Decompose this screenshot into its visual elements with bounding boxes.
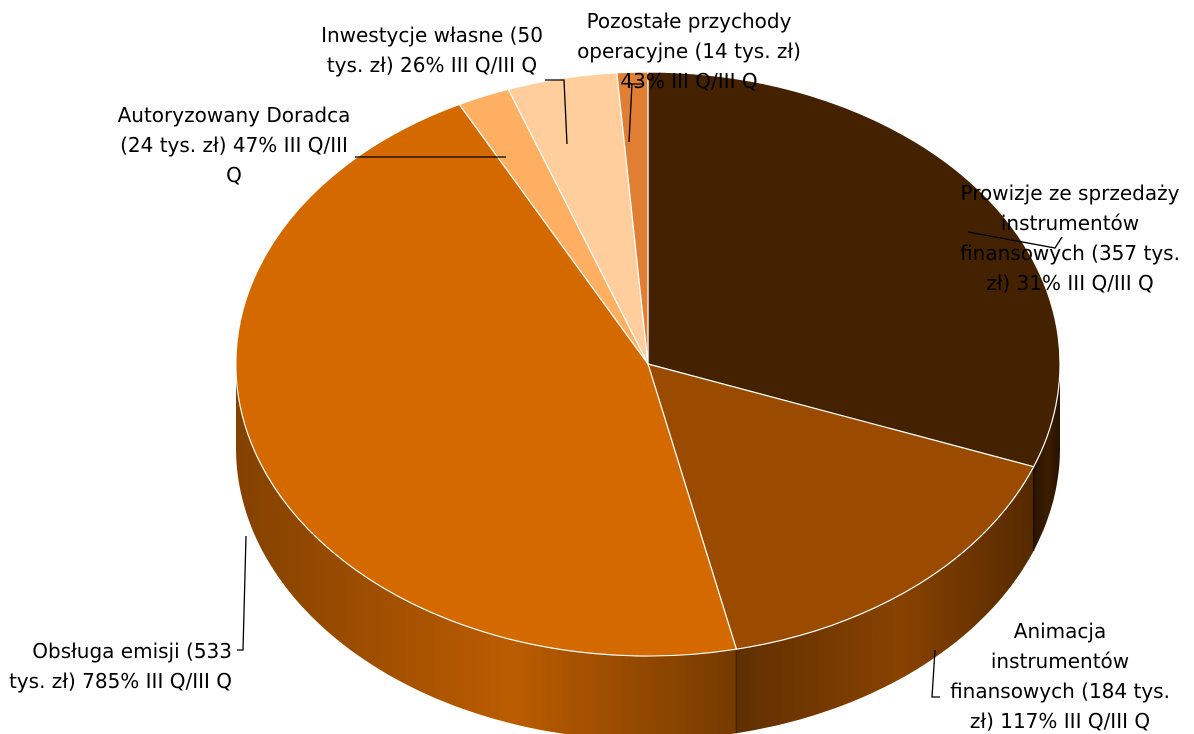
pie-slice-2 — [235, 103, 737, 657]
slice-label-line: Autoryzowany Doradca — [118, 103, 351, 127]
slice-label-line: Animacja — [1014, 619, 1106, 643]
leader-line-5 — [628, 83, 642, 143]
leader-line-4 — [545, 79, 568, 145]
leader-line-0 — [967, 231, 1063, 249]
slice-label-4: Inwestycje własne (50 tys. zł) 26% III Q/… — [321, 23, 543, 77]
slice-label-line: zł) 117% III Q/III Q — [970, 709, 1150, 733]
slice-label-line: zł) 31% III Q/III Q — [986, 271, 1153, 295]
slice-label-line: Q — [226, 163, 242, 187]
leader-line-1 — [931, 649, 940, 698]
pie-side-layer — [236, 364, 1060, 734]
slice-label-0: Prowizje ze sprzedaży instrumentów finanso… — [960, 181, 1180, 295]
slice-label-line: tys. zł) 785% III Q/III Q — [9, 669, 232, 693]
slice-label-line: Obsługa emisji (533 — [32, 639, 232, 663]
slice-label-line: tys. zł) 26% III Q/III Q — [327, 53, 537, 77]
slice-label-line: operacyjne (14 tys. zł) — [577, 39, 801, 63]
leader-line-2 — [237, 535, 247, 651]
pie-slice-0 — [647, 71, 1061, 468]
pie-slice-5 — [616, 71, 649, 365]
slice-label-5: Pozostałe przychody operacyjne (14 tys. z… — [577, 9, 801, 93]
pie-slice-side-2 — [236, 364, 737, 734]
slice-label-line: finansowych (357 tys. — [960, 241, 1180, 265]
slice-label-2: Obsługa emisji (533 tys. zł) 785% III Q/I… — [9, 639, 232, 693]
slice-label-line: Prowizje ze sprzedaży — [961, 181, 1180, 205]
slice-label-line: instrumentów — [1001, 211, 1139, 235]
slice-labels: Prowizje ze sprzedaży instrumentów finanso… — [9, 9, 1180, 733]
slice-label-line: (24 tys. zł) 47% III Q/III — [120, 133, 348, 157]
pie-top-layer — [235, 71, 1061, 657]
slice-label-line: finansowych (184 tys. — [950, 679, 1170, 703]
pie-slice-1 — [647, 363, 1035, 650]
pie-slice-side-0 — [1033, 364, 1060, 551]
slice-label-line: 43% III Q/III Q — [620, 69, 757, 93]
slice-label-line: instrumentów — [991, 649, 1129, 673]
slice-label-line: Pozostałe przychody — [587, 9, 792, 33]
slice-label-1: Animacja instrumentów finansowych (184 tys… — [950, 619, 1170, 733]
leader-lines — [237, 79, 1063, 698]
slice-label-line: Inwestycje własne (50 — [321, 23, 543, 47]
slice-label-3: Autoryzowany Doradca (24 tys. zł) 47% III… — [118, 103, 351, 187]
pie-slice-side-1 — [736, 466, 1034, 734]
